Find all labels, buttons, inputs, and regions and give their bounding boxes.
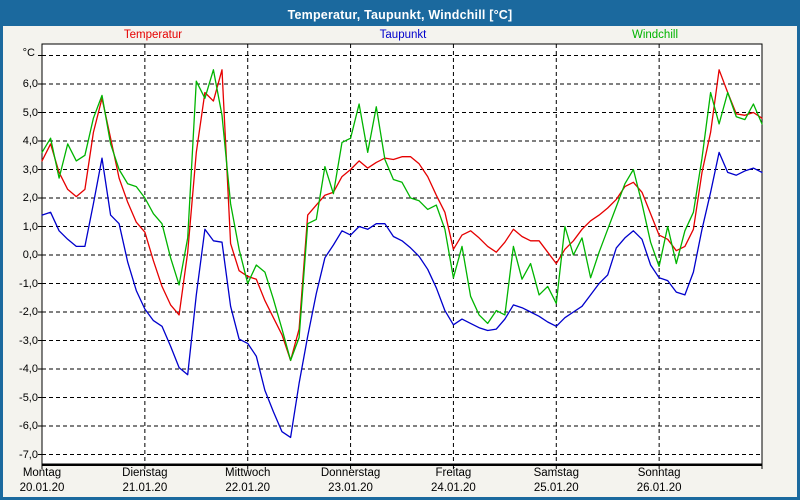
y-axis-tick-label: -4,0 — [19, 363, 38, 375]
x-axis-date-label: 26.01.20 — [636, 482, 682, 494]
x-axis-weekday-label: Mittwoch — [225, 467, 271, 479]
x-axis-date-label: 25.01.20 — [533, 482, 579, 494]
y-axis-tick-label: 0,0 — [22, 249, 38, 261]
y-axis-tick-label: 2,0 — [22, 192, 38, 204]
x-axis-date-label: 24.01.20 — [431, 482, 476, 494]
legend-windchill: Windchill — [631, 29, 678, 41]
x-axis-weekday-label: Samstag — [533, 467, 579, 479]
window-title: Temperatur, Taupunkt, Windchill [°C] — [287, 7, 513, 22]
x-axis-date-label: 21.01.20 — [122, 482, 168, 494]
y-axis-tick-label: -2,0 — [19, 306, 38, 318]
y-axis-tick-label: 5,0 — [22, 106, 38, 119]
x-axis-weekday-label: Dienstag — [122, 467, 168, 479]
y-axis-tick-label: 3,0 — [22, 163, 38, 176]
y-axis-tick-label: -7,0 — [19, 448, 38, 461]
series-line-taupunkt — [41, 151, 763, 439]
weather-line-chart — [38, 43, 763, 469]
x-axis-weekday-label: Montag — [22, 467, 62, 479]
legend-temperatur: Temperatur — [123, 29, 183, 41]
series-line-windchill — [41, 69, 763, 362]
x-axis-weekday-label: Freitag — [435, 467, 472, 479]
y-axis-tick-label: 4,0 — [22, 135, 38, 147]
x-axis-date-label: 23.01.20 — [328, 482, 373, 494]
window-title-bar: Temperatur, Taupunkt, Windchill [°C] — [3, 3, 797, 26]
y-axis-unit-label: °C — [22, 47, 35, 59]
plot-area — [42, 44, 762, 464]
y-axis-tick-label: -1,0 — [19, 277, 38, 290]
x-axis-date-label: 22.01.20 — [225, 482, 271, 494]
x-axis-weekday-label: Sonntag — [637, 467, 681, 479]
series-line-temperatur — [41, 69, 763, 362]
y-axis-tick-label: -6,0 — [19, 420, 38, 432]
y-axis-tick-label: -5,0 — [19, 391, 38, 404]
y-axis-tick-label: 6,0 — [22, 78, 38, 90]
y-axis-tick-label: -3,0 — [19, 334, 38, 347]
x-axis-date-label: 20.01.20 — [19, 482, 65, 494]
y-axis-tick-label: 1,0 — [22, 220, 38, 233]
legend-taupunkt: Taupunkt — [379, 29, 427, 41]
x-axis-weekday-label: Donnerstag — [320, 467, 381, 479]
